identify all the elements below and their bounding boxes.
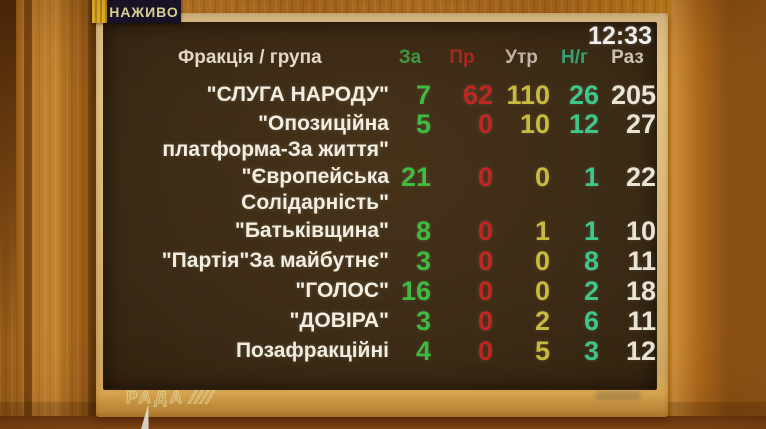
wood-plank: [0, 0, 16, 429]
wood-plank: [672, 0, 766, 429]
clock: 12:33: [588, 22, 652, 50]
votes-against: 0: [477, 162, 493, 192]
wall-base: [0, 416, 766, 429]
scoreboard: 12:33 Фракція / група За Пр Утр Н/г Раз …: [103, 22, 657, 390]
wood-plank: [32, 0, 62, 429]
faction-name: "Опозиційна платформа-За життя": [162, 112, 389, 161]
table-row: "Партія"За майбутнє" 3 0 0 8 11: [104, 246, 656, 276]
column-header-abstained: Утр: [505, 47, 538, 68]
live-badge-gold-stripe: [92, 0, 107, 23]
votes-abstained: 110: [506, 80, 550, 110]
column-header-for: За: [398, 47, 422, 68]
votes-not-voting: 1: [583, 216, 599, 246]
votes-total: 11: [627, 306, 656, 336]
faction-name: "Партія"За майбутнє": [161, 249, 389, 272]
table-row: "СЛУГА НАРОДУ" 7 62 110 26 205: [104, 79, 656, 111]
votes-not-voting: 2: [583, 276, 599, 306]
votes-for: 5: [415, 109, 431, 139]
votes-for: 3: [415, 306, 431, 336]
faction-name: "Батьківщина": [234, 219, 389, 242]
bezel-watermark: [595, 391, 641, 400]
votes-for: 16: [400, 276, 431, 306]
votes-against: 62: [462, 80, 493, 110]
wood-groove: [88, 0, 96, 429]
votes-abstained: 1: [534, 216, 550, 246]
faction-name: "Європейська Солідарність": [241, 165, 389, 214]
column-header-against: Пр: [449, 47, 475, 68]
column-header-faction: Фракція / група: [178, 47, 322, 68]
table-row: Позафракційні 4 0 5 3 12: [104, 336, 656, 366]
votes-total: 10: [625, 216, 656, 246]
votes-total: 11: [627, 246, 656, 276]
rada-channel-logo: РАДА////: [125, 387, 218, 407]
votes-not-voting: 12: [568, 109, 599, 139]
votes-for: 3: [415, 246, 431, 276]
faction-name: Позафракційні: [235, 339, 389, 362]
votes-not-voting: 1: [583, 162, 599, 192]
votes-not-voting: 3: [583, 336, 599, 366]
votes-for: 21: [400, 162, 431, 192]
votes-against: 0: [477, 246, 493, 276]
column-header-not-voting: Н/г: [561, 47, 588, 68]
votes-abstained: 2: [534, 306, 550, 336]
faction-name: "СЛУГА НАРОДУ": [206, 83, 389, 106]
votes-total: 22: [625, 162, 656, 192]
table-row: "Батьківщина" 8 0 1 1 10: [104, 216, 656, 246]
column-header-total: Раз: [611, 47, 644, 68]
votes-for: 7: [415, 80, 431, 110]
table-header: Фракція / група За Пр Утр Н/г Раз: [104, 47, 656, 69]
logo-stripes-icon: ////: [186, 387, 218, 407]
votes-total: 205: [610, 80, 656, 110]
votes-against: 0: [477, 109, 493, 139]
votes-total: 18: [625, 276, 656, 306]
table-row: "ГОЛОС" 16 0 0 2 18: [104, 276, 656, 306]
table-row: "Опозиційна платформа-За життя" 5 0 10 12…: [104, 111, 656, 164]
votes-total: 12: [625, 336, 656, 366]
faction-name: "ГОЛОС": [295, 279, 389, 302]
vote-table: Фракція / група За Пр Утр Н/г Раз "СЛУГА…: [104, 47, 656, 366]
wood-groove: [24, 0, 32, 429]
table-row: "Європейська Солідарність" 21 0 0 1 22: [104, 164, 656, 216]
table-row: "ДОВІРА" 3 0 2 6 11: [104, 306, 656, 336]
votes-not-voting: 8: [583, 246, 599, 276]
votes-not-voting: 6: [583, 306, 599, 336]
live-badge-label: НАЖИВО: [107, 0, 181, 23]
votes-against: 0: [477, 276, 493, 306]
votes-against: 0: [477, 216, 493, 246]
votes-abstained: 5: [534, 336, 550, 366]
votes-total: 27: [625, 109, 656, 139]
live-badge: НАЖИВО: [92, 0, 181, 23]
faction-name: "ДОВІРА": [289, 309, 389, 332]
votes-for: 4: [415, 336, 431, 366]
votes-for: 8: [415, 216, 431, 246]
votes-abstained: 0: [534, 162, 550, 192]
votes-abstained: 0: [534, 246, 550, 276]
scoreboard-bezel: 12:33 Фракція / група За Пр Утр Н/г Раз …: [96, 13, 668, 417]
votes-against: 0: [477, 306, 493, 336]
votes-abstained: 10: [519, 109, 550, 139]
votes-against: 0: [477, 336, 493, 366]
votes-abstained: 0: [534, 276, 550, 306]
votes-not-voting: 26: [568, 80, 599, 110]
